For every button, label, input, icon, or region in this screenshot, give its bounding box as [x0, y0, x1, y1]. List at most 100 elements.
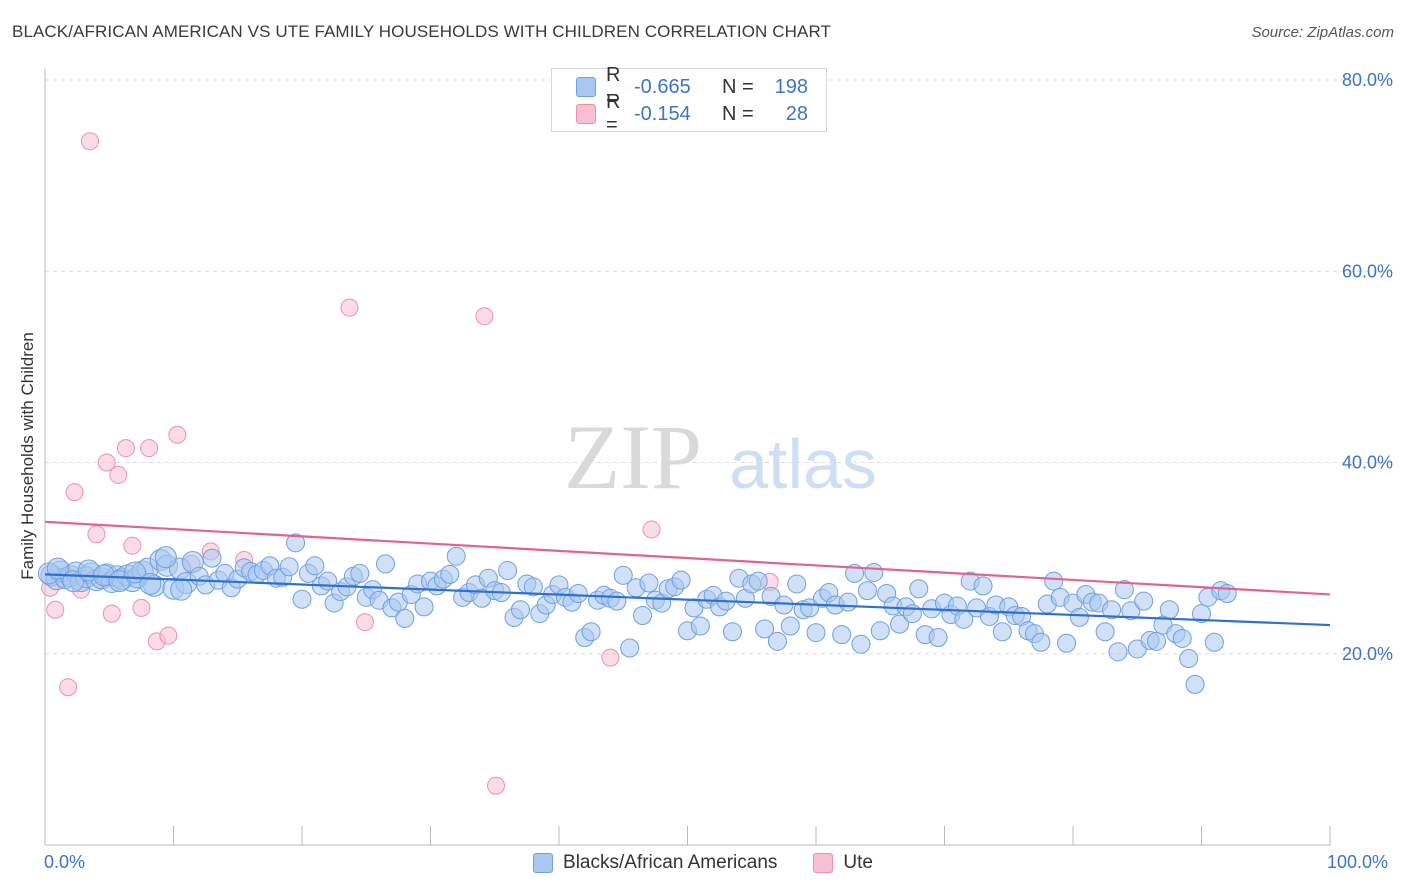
ute-data-point: [601, 648, 620, 667]
legend-n-value: 198: [774, 75, 808, 98]
blacks-data-point: [1134, 591, 1154, 611]
ute-data-point: [123, 536, 142, 555]
ute-data-point: [102, 604, 121, 623]
chart-title: BLACK/AFRICAN AMERICAN VS UTE FAMILY HOU…: [12, 22, 831, 41]
x-tick-label-max: 100.0%: [1327, 852, 1389, 872]
axes: [44, 68, 1331, 846]
blacks-data-point: [1192, 604, 1211, 624]
blacks-data-point: [774, 595, 794, 615]
blacks-data-point: [607, 591, 627, 611]
watermark-zip: ZIP: [564, 406, 702, 508]
legend-r-label: R =: [606, 64, 621, 109]
blacks-data-point: [568, 584, 588, 604]
legend-n-label: N =: [722, 75, 754, 98]
blacks-data-point: [305, 556, 325, 576]
ute-data-point: [59, 678, 78, 697]
blacks-data-point: [1069, 607, 1089, 627]
trend-lines: [44, 520, 1331, 627]
blacks-data-point: [1108, 642, 1128, 662]
blacks-data-point: [928, 627, 948, 647]
ute-data-point: [475, 307, 494, 326]
blacks-data-point: [633, 606, 653, 625]
y-axis-label: Family Households with Children: [18, 332, 37, 580]
blacks-data-point: [1044, 571, 1064, 591]
legend-label-blacks: Blacks/African Americans: [563, 852, 778, 873]
blacks-data-point: [620, 638, 640, 658]
y-tick-label: 20.0%: [1342, 644, 1393, 664]
x-tick-label-min: 0.0%: [44, 852, 86, 872]
gridlines: [45, 79, 1392, 655]
ute-data-point: [97, 453, 116, 472]
ute-data-point: [116, 439, 135, 458]
blacks-data-point: [1179, 649, 1199, 669]
ute-data-point: [340, 298, 359, 317]
blacks-data-point: [671, 570, 691, 590]
blacks-data-point: [202, 548, 222, 568]
y-tick-label: 80.0%: [1342, 70, 1393, 90]
blacks-data-point: [1159, 600, 1179, 620]
legend-r-value: -0.154: [634, 102, 691, 125]
legend-row-blacks: R = -0.665 N = 198: [576, 64, 808, 109]
blacks-data-point: [498, 561, 518, 581]
correlation-legend: R = -0.665 N = 198 R = -0.154 N = 28: [551, 64, 827, 136]
blacks-data-point: [1102, 600, 1122, 620]
ute-data-point: [46, 600, 65, 619]
blacks-data-point: [780, 616, 800, 636]
y-tick-labels: 20.0% 40.0% 60.0% 80.0%: [1342, 70, 1393, 664]
blacks-data-point: [767, 631, 787, 651]
ute-data-point: [168, 425, 187, 444]
legend-r-value: -0.665: [634, 75, 691, 98]
blacks-data-point: [722, 622, 742, 642]
blacks-data-point: [973, 576, 993, 596]
ute-data-point: [642, 520, 661, 539]
blacks-data-point: [857, 581, 877, 601]
legend-r-label: R =: [606, 91, 621, 136]
ute-data-point: [140, 439, 159, 458]
blacks-data-point: [581, 622, 601, 642]
legend-item-blacks[interactable]: Blacks/African Americans: [533, 852, 777, 874]
blacks-data-point: [286, 533, 306, 553]
blacks-data-point: [613, 565, 633, 585]
legend-label-ute: Ute: [843, 852, 873, 873]
ute-data-point: [109, 465, 128, 484]
y-tick-label: 60.0%: [1342, 261, 1393, 281]
legend-swatch-pink: [813, 853, 834, 873]
blacks-data-point: [414, 597, 434, 617]
blacks-data-point: [170, 578, 193, 601]
blacks-data-point: [1147, 631, 1167, 651]
blacks-data-point: [1121, 601, 1141, 621]
legend-n-label: N =: [722, 102, 754, 125]
blacks-data-point: [376, 554, 396, 574]
blacks-data-point: [1172, 628, 1192, 648]
ute-data-point: [87, 525, 106, 544]
chart-source: Source: ZipAtlas.com: [1251, 24, 1394, 41]
blacks-data-point: [395, 608, 415, 628]
blacks-data-point: [1057, 633, 1077, 653]
blacks-data-point: [832, 625, 852, 645]
legend-swatch-blue: [576, 77, 596, 97]
blacks-data-point: [510, 600, 530, 620]
blacks-african-americans-series: [37, 533, 1237, 694]
blacks-data-point: [440, 564, 460, 584]
blacks-data-point: [279, 557, 299, 577]
blacks-data-point: [1114, 580, 1134, 600]
blacks-data-point: [838, 592, 858, 612]
legend-n-value: 28: [785, 102, 808, 125]
blacks-data-point: [851, 634, 871, 654]
ute-trend-line: [44, 520, 1331, 596]
ute-data-point: [132, 598, 151, 617]
blacks-data-point: [890, 614, 910, 634]
ute-data-point: [65, 483, 84, 502]
ute-data-point: [355, 613, 374, 632]
legend-swatch-blue: [533, 853, 554, 873]
watermark-atlas: atlas: [729, 425, 877, 503]
zipatlas-watermark: ZIP atlas: [564, 406, 877, 508]
y-tick-label: 40.0%: [1342, 453, 1393, 473]
blacks-data-point: [748, 571, 768, 591]
blacks-data-point: [755, 619, 775, 639]
ute-data-point: [80, 132, 99, 151]
legend-item-ute[interactable]: Ute: [813, 852, 873, 874]
legend-swatch-pink: [576, 104, 596, 124]
ute-data-point: [487, 776, 506, 795]
